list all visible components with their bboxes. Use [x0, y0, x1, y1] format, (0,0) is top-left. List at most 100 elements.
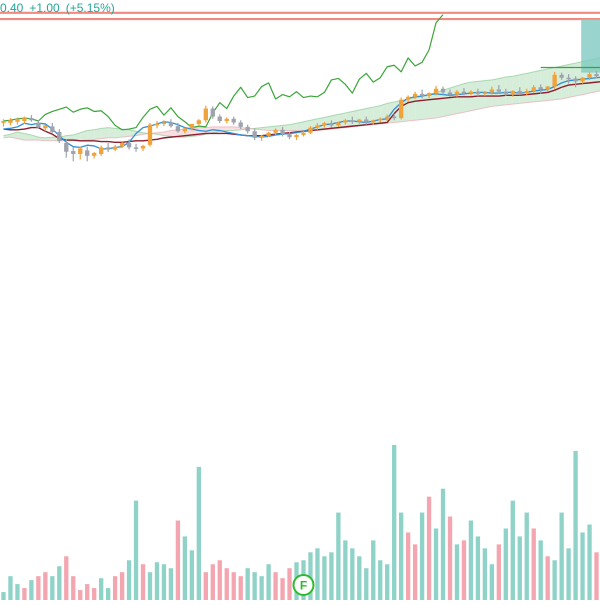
candle	[573, 76, 578, 88]
candle-body	[559, 74, 564, 78]
candle	[336, 121, 341, 127]
volume-bar	[545, 556, 550, 600]
volume-bar	[1, 592, 6, 600]
candle	[36, 120, 41, 130]
candle	[371, 119, 376, 125]
volume-bar	[524, 512, 529, 600]
volume-bar	[85, 584, 90, 600]
candle	[15, 117, 20, 125]
candle-body	[336, 122, 341, 126]
candle	[1, 119, 6, 127]
volume-bar	[503, 528, 508, 600]
candle-body	[308, 127, 313, 133]
candle-body	[8, 120, 13, 123]
candle	[531, 85, 536, 94]
candle	[315, 123, 320, 130]
candle	[392, 113, 397, 121]
cloud-segment	[505, 76, 513, 105]
volume-bar	[126, 560, 132, 600]
candle-body	[489, 89, 495, 93]
candle-body	[538, 87, 543, 90]
cloud-segment	[387, 101, 395, 124]
candle-body	[210, 108, 215, 117]
candle-body	[182, 128, 188, 132]
cloud-segment	[101, 127, 109, 139]
candle-body	[29, 118, 34, 121]
volume-bar	[154, 562, 160, 600]
volume-bar	[378, 560, 383, 600]
kijun-sen-line	[3, 81, 600, 143]
cloud-segment	[491, 78, 499, 107]
volume-bar	[405, 532, 411, 600]
candle	[559, 72, 564, 80]
candle	[85, 146, 90, 162]
candle-body	[57, 132, 62, 142]
cloud-segment	[108, 127, 116, 138]
candle-body	[92, 152, 97, 156]
tenkan-sen-line	[3, 76, 600, 150]
volume-bar	[140, 564, 146, 600]
legend-change: +1.00	[29, 1, 60, 15]
cloud-segment	[289, 123, 297, 131]
cloud-segment	[324, 115, 332, 130]
candle	[378, 117, 383, 123]
candle	[196, 119, 201, 127]
volume-bar	[168, 568, 174, 600]
candle-body	[552, 74, 557, 87]
candle-body	[196, 120, 201, 124]
candle-body	[524, 90, 529, 94]
cloud-segment	[456, 83, 464, 114]
volume-bar	[50, 576, 55, 600]
cloud-segment	[498, 77, 506, 106]
volume-bar	[71, 576, 76, 600]
volume-bar	[426, 496, 432, 600]
volume-bar	[57, 566, 62, 600]
candle	[22, 116, 27, 124]
candle	[8, 118, 13, 126]
volume-bar	[22, 588, 27, 600]
candle-body	[531, 87, 536, 91]
candle	[92, 152, 97, 159]
candle-body	[378, 118, 383, 121]
volume-bar	[15, 584, 20, 600]
volume-bar	[266, 564, 271, 600]
candle	[43, 124, 48, 132]
volume-bar	[217, 560, 222, 600]
candle	[71, 147, 76, 162]
candle	[566, 74, 571, 84]
candle-body	[580, 77, 585, 82]
candle	[217, 114, 222, 124]
candle	[489, 86, 495, 95]
candle-body	[266, 132, 271, 136]
cloud-segment	[540, 68, 548, 102]
cloud-span-a-line	[3, 57, 600, 139]
ohlc-legend: 0.40 +1.00 (+5.15%)	[0, 0, 115, 16]
projection-box	[540, 19, 600, 73]
candle	[545, 85, 550, 92]
ichimoku-cloud	[3, 57, 600, 142]
candle	[405, 95, 411, 102]
candle-body	[1, 121, 6, 123]
candle-body	[140, 145, 146, 149]
candle	[440, 86, 446, 95]
cloud-segment	[477, 80, 485, 110]
candle-body	[510, 90, 515, 94]
volume-bar	[552, 560, 557, 600]
candle-body	[322, 123, 327, 126]
volume-bar	[440, 488, 446, 600]
candle-body	[105, 147, 111, 150]
candle	[140, 144, 146, 152]
cloud-segment	[80, 130, 88, 141]
volume-bar	[273, 572, 278, 600]
cloud-segment	[352, 110, 360, 127]
volume-bar	[92, 588, 97, 600]
candle-body	[301, 132, 306, 135]
volume-bar	[280, 578, 285, 600]
cloud-segment	[519, 73, 527, 104]
cloud-segment	[429, 92, 437, 119]
candle-body	[454, 91, 460, 95]
cloud-segment	[17, 132, 25, 141]
candle	[175, 122, 181, 133]
